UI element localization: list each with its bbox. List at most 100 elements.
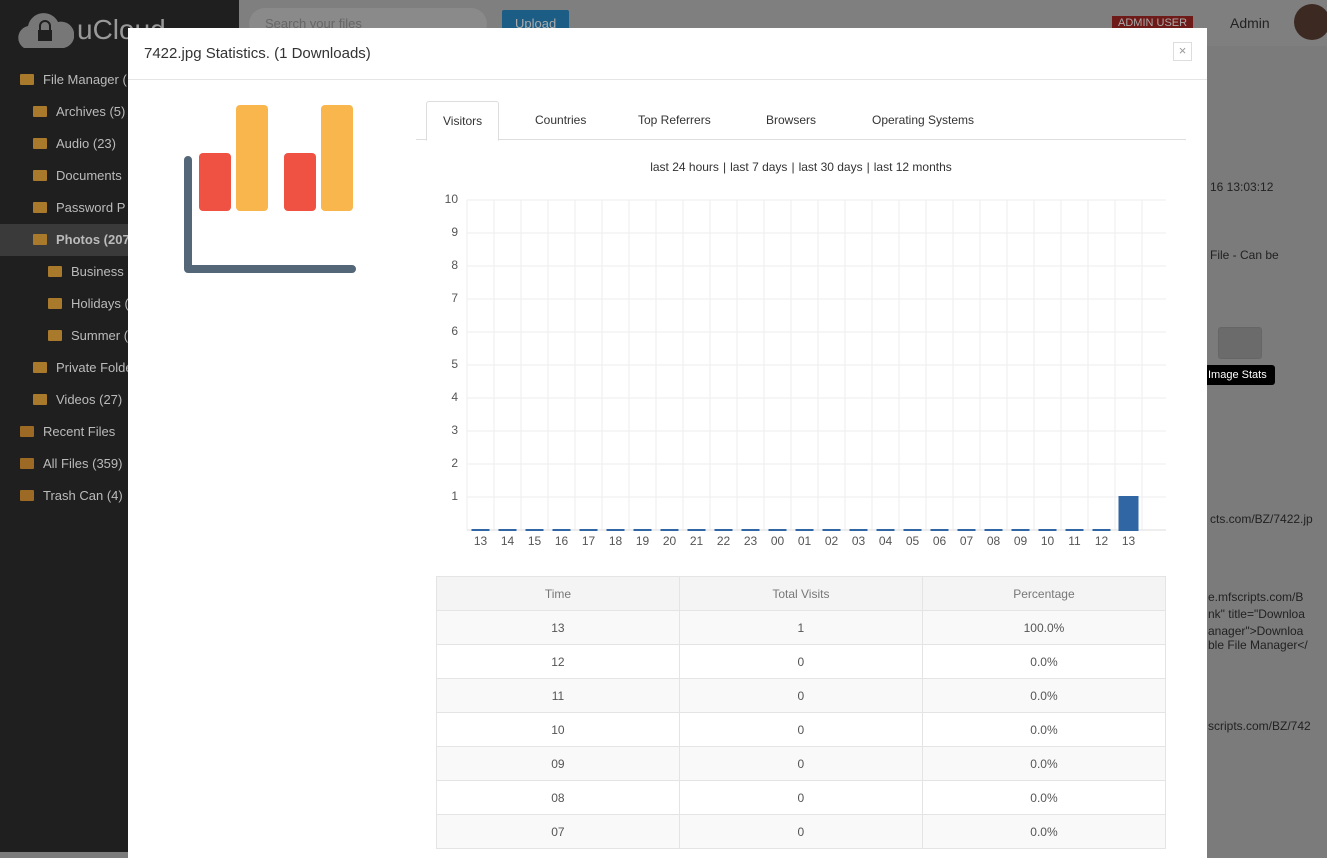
folder-icon	[33, 106, 47, 117]
y-tick-label: 10	[445, 192, 459, 206]
x-tick-label: 06	[933, 534, 947, 548]
table-cell: 07	[436, 814, 680, 849]
sidebar-item[interactable]: Holidays (	[71, 296, 129, 311]
folder-icon	[33, 234, 47, 245]
x-tick-label: 07	[960, 534, 974, 548]
table-cell: 0	[678, 780, 923, 815]
sidebar-item[interactable]: Archives (5)	[56, 104, 126, 119]
x-tick-label: 09	[1014, 534, 1028, 548]
header-cell: Percentage	[921, 576, 1167, 611]
x-tick-label: 16	[555, 534, 569, 548]
tab[interactable]: Operating Systems	[872, 113, 975, 127]
tab[interactable]: Browsers	[766, 113, 817, 127]
search-placeholder: Search your files	[265, 16, 362, 31]
table-cell: 0	[678, 644, 923, 679]
table-row: 13 1 100.0%	[436, 610, 1167, 645]
folder-icon	[20, 458, 34, 469]
logo-icon	[18, 13, 74, 48]
y-tick-label: 6	[451, 324, 458, 338]
sidebar-item[interactable]: Password P	[56, 200, 126, 215]
y-tick-label: 8	[451, 258, 458, 272]
table-row: 09 0 0.0%	[436, 746, 1167, 781]
x-tick-label: 10	[1041, 534, 1055, 548]
table-cell: 0.0%	[921, 712, 1167, 747]
sidebar-item[interactable]: Videos (27)	[56, 392, 123, 407]
table-cell: 0	[678, 814, 923, 849]
y-tick-label: 2	[451, 456, 458, 470]
x-tick-label: 19	[636, 534, 650, 548]
folder-icon	[33, 362, 47, 373]
table-cell: 0.0%	[921, 780, 1167, 815]
sidebar-item[interactable]: Summer (	[71, 328, 129, 343]
separator: |	[722, 160, 727, 174]
table-row: 10 0 0.0%	[436, 712, 1167, 747]
modal: 7422.jpg Statistics. (1 Downloads) × Vis…	[128, 28, 1207, 858]
table-cell: 11	[436, 678, 680, 713]
sidebar-item[interactable]: Trash Can (4)	[43, 488, 123, 503]
tab[interactable]: Top Referrers	[638, 113, 711, 127]
x-tick-label: 15	[528, 534, 542, 548]
folder-icon	[33, 394, 47, 405]
sidebar-item[interactable]: Audio (23)	[56, 136, 116, 151]
x-tick-label: 14	[501, 534, 515, 548]
y-tick-label: 5	[451, 357, 458, 371]
sidebar-item[interactable]: Business	[71, 264, 124, 279]
folder-icon	[33, 170, 47, 181]
close-button[interactable]: ×	[1173, 42, 1192, 61]
x-tick-label: 01	[798, 534, 812, 548]
folder-icon	[33, 202, 47, 213]
table-cell: 08	[436, 780, 680, 815]
x-tick-label: 22	[717, 534, 731, 548]
y-tick-label: 7	[451, 291, 458, 305]
table-cell: 0	[678, 678, 923, 713]
folder-icon	[33, 138, 47, 149]
tab[interactable]: Countries	[535, 113, 587, 127]
background-text: scripts.com/BZ/742	[1208, 719, 1311, 733]
table-cell: 100.0%	[921, 610, 1167, 645]
x-tick-label: 13	[1122, 534, 1136, 548]
user-menu[interactable]: Admin	[1230, 15, 1270, 31]
range-link[interactable]: last 7 days	[730, 160, 788, 174]
sidebar-item[interactable]: Documents	[56, 168, 122, 183]
separator: |	[866, 160, 870, 174]
sidebar-item[interactable]: Recent Files	[43, 424, 116, 439]
x-tick-label: 13	[474, 534, 488, 548]
range-link[interactable]: last 12 months	[873, 160, 952, 174]
background-text: e.mfscripts.com/B	[1208, 590, 1304, 604]
table-cell: 13	[436, 610, 680, 645]
range-link[interactable]: last 30 days	[798, 160, 863, 174]
tab[interactable]: Visitors	[426, 101, 500, 141]
avatar[interactable]	[1294, 4, 1327, 40]
y-tick-label: 4	[451, 390, 458, 404]
background-text: File - Can be	[1210, 248, 1279, 262]
folder-icon	[20, 74, 34, 85]
folder-icon	[20, 490, 34, 501]
range-links: last 24 hours | last 7 days | last 30 days | l…	[416, 160, 1186, 174]
header-divider	[128, 79, 1207, 80]
sidebar-item[interactable]: File Manager (	[43, 72, 127, 87]
sidebar-item[interactable]: All Files (359)	[43, 456, 123, 471]
sidebar-item[interactable]: Private Folde	[56, 360, 133, 375]
x-tick-label: 05	[906, 534, 920, 548]
tab-divider	[416, 139, 1186, 140]
table-cell: 0.0%	[921, 814, 1167, 849]
table-cell: 0	[678, 712, 923, 747]
header-cell: Total Visits	[678, 576, 923, 611]
x-tick-label: 11	[1068, 534, 1081, 548]
table-cell: 1	[678, 610, 923, 645]
y-tick-label: 1	[451, 489, 458, 503]
x-tick-label: 18	[609, 534, 623, 548]
range-link[interactable]: last 24 hours	[650, 160, 719, 174]
y-tick-label: 3	[451, 423, 458, 437]
admin-badge: ADMIN USER	[1112, 16, 1194, 30]
table-cell: 0.0%	[921, 678, 1167, 713]
background-text: ble File Manager</	[1208, 638, 1308, 652]
table-cell: 09	[436, 746, 680, 781]
sidebar-item[interactable]: Photos (207	[56, 232, 130, 247]
stats-button[interactable]	[1218, 327, 1262, 359]
folder-icon	[48, 330, 62, 341]
table-cell: 12	[436, 644, 680, 679]
table-cell: 10	[436, 712, 680, 747]
x-tick-label: 20	[663, 534, 677, 548]
